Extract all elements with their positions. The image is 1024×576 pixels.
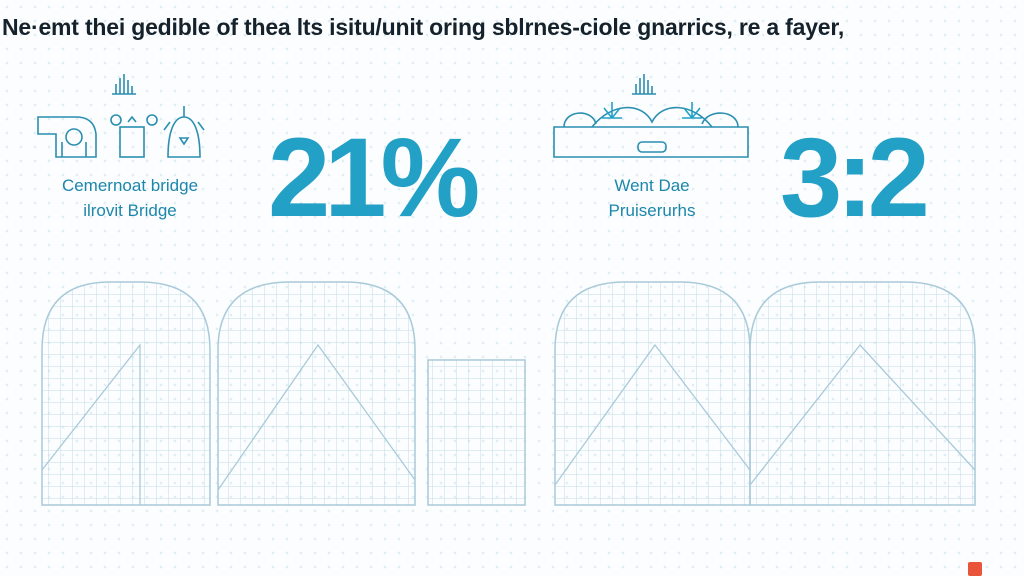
right-label-line1: Went Dae [614,176,690,195]
page-title: Ne·emt thei gedible of thea lts isitu/un… [2,14,845,40]
corner-badge-icon [968,562,982,576]
bridge-machinery-icon [37,74,205,158]
arch-4 [749,281,976,506]
arch-3 [554,281,751,506]
left-label-line1: Cemernoat bridge [61,176,199,195]
sparkle-arch-icon [553,74,749,158]
right-stat: 3:2 [780,115,930,240]
bar-chart-icon [112,74,136,95]
left-label: Cemernoat bridge ilrovit Bridge [20,173,240,223]
right-label: Went Dae Pruiserurhs [552,173,752,223]
grid-block [427,359,526,506]
left-label-line2: ilrovit Bridge [83,201,177,220]
arch-1 [41,281,211,506]
arch-grid-illustration [41,281,976,506]
right-label-line2: Pruiserurhs [608,201,696,220]
arch-2 [217,281,416,506]
left-stat: 21% [268,115,480,240]
